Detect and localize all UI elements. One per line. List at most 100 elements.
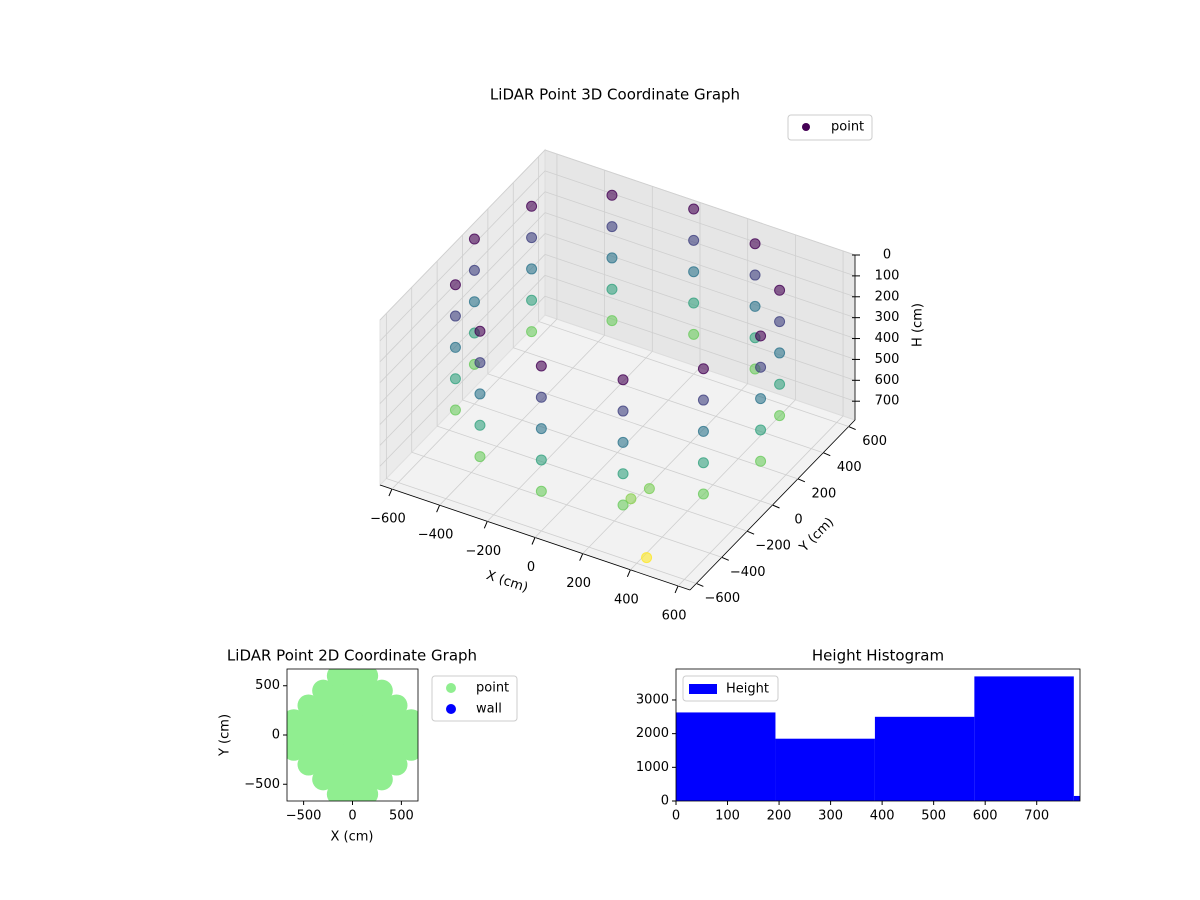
point [643,483,655,495]
y-tick-label: 0 [794,513,802,528]
point [606,315,618,327]
y-tick-label: 0 [661,794,669,809]
point [474,325,486,337]
grid-line [379,275,546,446]
point [697,457,709,469]
x-tick [579,553,584,561]
point [535,454,547,466]
point [755,455,767,467]
z-tick-label: 500 [875,352,900,367]
grid-line [436,425,748,532]
point [625,493,637,505]
grid-line [544,295,856,402]
z-tick-label: 600 [875,373,900,388]
point [749,300,761,312]
point [617,436,629,448]
point [688,297,700,309]
legend-box [682,675,779,702]
point [449,373,461,385]
point [449,341,461,353]
legend-marker [802,123,810,131]
grid-line [544,212,856,319]
grid-line [544,149,856,256]
point [697,394,709,406]
grid-line [538,321,849,427]
point [474,419,486,431]
point [774,347,786,359]
point [617,374,629,386]
point [774,410,786,422]
point [755,330,767,342]
point [606,252,618,264]
x-tick-label: 600 [973,809,998,824]
grid-line [487,373,799,480]
x-tick-label: 0 [348,809,356,824]
z-axis-label: H (cm) [911,303,926,347]
y-axis-label: Y (cm) [218,714,233,757]
grid-line [379,170,546,342]
x-tick [531,537,536,545]
grid-line [513,347,824,454]
x-tick-label: 300 [818,809,843,824]
x-tick [674,585,679,594]
x-tick-label: 200 [767,809,792,824]
y-tick-label: 500 [255,678,280,693]
point [449,310,461,322]
point [606,221,618,233]
y-tick-label: 0 [272,728,280,743]
grid-line [544,170,856,277]
x-tick-label: 400 [870,809,895,824]
x-tick-label: 0 [527,560,535,575]
bar [874,716,975,801]
y-tick-label: −400 [730,565,766,580]
x-tick-label: 200 [566,576,591,591]
y-tick-label: −500 [244,777,280,792]
x-tick-label: −500 [286,809,322,824]
grid-line [379,191,546,363]
point [697,425,709,437]
y-tick [721,556,729,561]
grid-line [544,254,856,360]
point [468,296,480,308]
z-tick-label: 700 [875,394,900,409]
point [697,488,709,500]
point [774,378,786,390]
point [755,424,767,436]
legend-label: point [831,120,864,135]
plot-points [287,669,418,801]
point [535,485,547,497]
point [474,388,486,400]
z-tick-label: 300 [875,310,900,325]
grid-line [544,233,856,339]
y-tick-label: −200 [755,539,791,554]
x-tick-label: −600 [370,512,406,527]
chart-title: LiDAR Point 3D Coordinate Graph [490,86,740,104]
y-tick-label: 2000 [636,726,669,741]
y-tick [696,583,704,587]
point [526,326,538,338]
bar [1073,795,1080,801]
y-tick-label: 400 [837,460,862,475]
chart-title: LiDAR Point 2D Coordinate Graph [227,647,477,665]
point [755,361,767,373]
point [526,294,538,306]
z-tick-label: 0 [883,248,891,263]
y-tick [797,478,806,483]
point [774,284,786,296]
point [688,328,700,340]
x-tick-label: 100 [715,809,740,824]
point [606,283,618,295]
grid-line [379,212,546,383]
legend-marker [446,704,456,714]
point [449,279,461,291]
point [697,363,709,375]
x-axis-label: X (cm) [331,830,374,845]
point [749,238,761,250]
point [526,263,538,275]
point [535,423,547,435]
grid-line [411,451,722,558]
legend-marker [689,684,717,694]
grid-line [544,191,856,298]
point [356,669,379,687]
